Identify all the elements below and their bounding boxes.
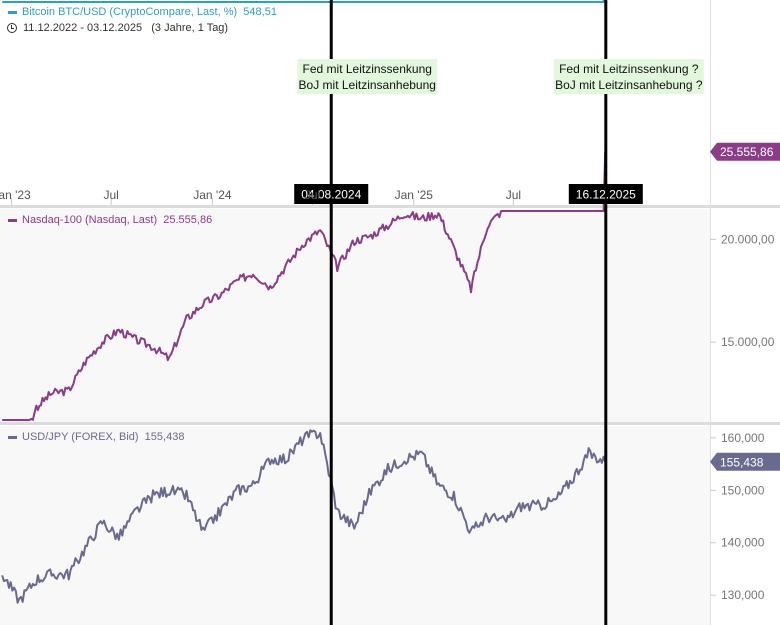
xtick-label: Jan '24 xyxy=(193,188,232,202)
xtick-label: Jan '25 xyxy=(395,188,434,202)
annotation-box xyxy=(553,59,704,94)
clock-icon xyxy=(7,23,17,33)
panel-middle-plot xyxy=(0,209,710,422)
ndx-ytick-label: 20.000,00 xyxy=(721,232,775,246)
panel-separator-bottom xyxy=(0,422,780,425)
btc-series-line xyxy=(2,0,605,3)
btc-legend: Bitcoin BTC/USD (CryptoCompare, Last, %)… xyxy=(8,6,277,18)
jpy-legend-name: USD/JPY (FOREX, Bid) xyxy=(22,431,139,443)
range-text: 11.12.2022 - 03.12.2025 xyxy=(23,22,143,34)
panel-top-axis xyxy=(710,0,780,205)
ndx-legend-name: Nasdaq-100 (Nasdaq, Last) xyxy=(22,214,158,226)
right-axis-area xyxy=(710,209,780,625)
xtick-label: Jul xyxy=(103,188,118,202)
ndx-legend-value: 25.555,86 xyxy=(163,214,213,226)
xtick-label: Jul xyxy=(506,188,521,202)
marker-layer: 04.08.2024 16.12.2025 xyxy=(294,0,643,625)
jpy-ytick-label: 160,000 xyxy=(721,431,765,445)
panel-separator-top xyxy=(0,205,780,208)
jpy-legend-value: 155,438 xyxy=(144,431,185,443)
jpy-ytick-label: 140,000 xyxy=(721,536,765,550)
jpy-ytick-label: 150,000 xyxy=(721,483,765,497)
jpy-ytick-label: 130,000 xyxy=(721,588,765,602)
range-detail: (3 Jahre, 1 Tag) xyxy=(151,22,229,34)
jpy-series-line xyxy=(1,429,607,604)
date-marker-label-box xyxy=(294,184,369,204)
annotation-line2: BoJ mit Leitzinsanhebung xyxy=(299,78,436,92)
jpy-last-value-text: 155,438 xyxy=(720,455,764,469)
annotation-line1: Fed mit Leitzinssenkung ? xyxy=(559,62,699,76)
jpy-last-value-tag xyxy=(710,452,780,471)
annotation-box xyxy=(297,59,438,94)
ndx-series-line xyxy=(2,151,607,421)
btc-legend-swatch xyxy=(8,10,17,14)
ndx-legend: Nasdaq-100 (Nasdaq, Last) 25.555,86 xyxy=(8,214,212,226)
jpy-legend-swatch xyxy=(8,435,17,439)
ndx-last-value-text: 25.555,86 xyxy=(720,145,774,159)
jpy-legend: USD/JPY (FOREX, Bid) 155,438 xyxy=(8,431,184,443)
btc-legend-value: 548,51 xyxy=(243,6,277,18)
time-range: 11.12.2022 - 03.12.2025 (3 Jahre, 1 Tag) xyxy=(7,22,228,34)
ndx-last-value-tag xyxy=(710,142,780,161)
ndx-legend-swatch xyxy=(8,218,17,222)
xtick-label: Jul xyxy=(305,188,320,202)
panel-top-plot xyxy=(0,0,710,205)
xtick-label: Jan '23 xyxy=(0,188,31,202)
series-layer xyxy=(1,0,607,604)
annotation-line2: BoJ mit Leitzinsanhebung ? xyxy=(555,78,703,92)
btc-legend-name: Bitcoin BTC/USD (CryptoCompare, Last, %) xyxy=(22,6,238,18)
date-marker-label: 04.08.2024 xyxy=(301,188,361,202)
date-marker-label: 16.12.2025 xyxy=(576,188,636,202)
annotation-line1: Fed mit Leitzinssenkung xyxy=(303,62,432,76)
ndx-ytick-label: 15.000,00 xyxy=(721,335,775,349)
label-layer: 548,51%15.000,0020.000,0025.555,86130,00… xyxy=(0,59,780,602)
date-marker-label-box xyxy=(568,184,643,204)
